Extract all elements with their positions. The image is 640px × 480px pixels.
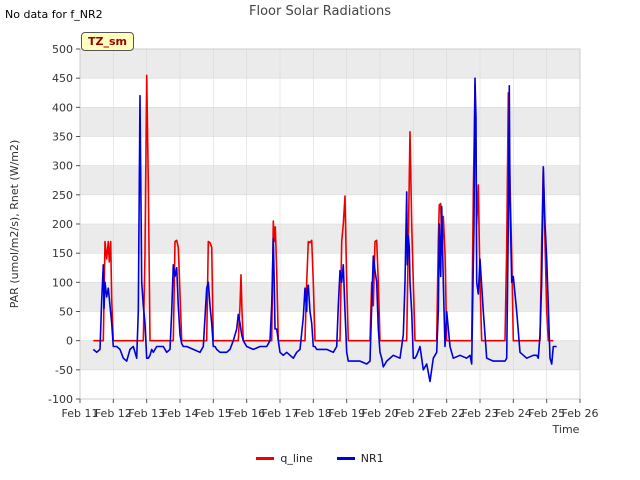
x-tick-label: Feb 12	[95, 407, 132, 420]
legend-label-nr1: NR1	[360, 452, 384, 465]
legend-label-q-line: q_line	[280, 452, 313, 465]
chart-title: Floor Solar Radiations	[249, 4, 391, 19]
x-tick-label: Feb 26	[562, 407, 599, 420]
y-tick-label: -100	[48, 393, 73, 406]
y-tick-label: 400	[52, 101, 73, 114]
plot-band	[80, 107, 580, 137]
timezone-badge: TZ_sm	[81, 32, 134, 51]
legend-item-nr1: NR1	[336, 452, 384, 465]
legend-swatch-q-line	[256, 457, 275, 460]
plot-band	[80, 49, 580, 79]
y-tick-label: 450	[52, 72, 73, 85]
series-layer	[92, 74, 557, 383]
legend-item-q-line: q_line	[256, 452, 313, 465]
y-tick-label: 0	[66, 335, 73, 348]
x-tick-label: Feb 11	[62, 407, 99, 420]
x-tick-label: Feb 23	[462, 407, 499, 420]
x-tick-label: Feb 16	[228, 407, 265, 420]
y-tick-label: 50	[59, 306, 73, 319]
x-tick-label: Feb 17	[262, 407, 299, 420]
plot-band	[80, 282, 580, 312]
series-line-nr1	[92, 77, 557, 383]
x-tick-label: Feb 25	[528, 407, 565, 420]
y-tick-label: -50	[55, 364, 73, 377]
x-tick-label: Feb 18	[295, 407, 332, 420]
y-axis-label: PAR (umol/m2/s), Rnet (W/m2)	[8, 140, 21, 309]
y-tick-label: 250	[52, 189, 73, 202]
x-tick-label: Feb 22	[428, 407, 465, 420]
y-tick-label: 200	[52, 218, 73, 231]
x-axis-label: Time	[552, 423, 580, 436]
y-axis: -100 -50 0 50 100 150 200 250 300 350 400 450 500	[48, 43, 80, 406]
y-tick-label: 500	[52, 43, 73, 56]
legend-swatch-nr1	[336, 457, 355, 460]
x-tick-label: Feb 15	[195, 407, 232, 420]
plot-band	[80, 340, 580, 370]
y-tick-label: 350	[52, 131, 73, 144]
plot-band	[80, 165, 580, 195]
y-tick-label: 100	[52, 276, 73, 289]
x-tick-label: Feb 21	[395, 407, 432, 420]
legend: q_line NR1	[0, 452, 640, 465]
x-tick-label: Feb 24	[495, 407, 532, 420]
x-tick-label: Feb 20	[362, 407, 399, 420]
x-tick-label: Feb 13	[128, 407, 165, 420]
x-tick-label: Feb 19	[328, 407, 365, 420]
y-tick-label: 150	[52, 247, 73, 260]
x-tick-label: Feb 14	[162, 407, 199, 420]
series-line-q-line	[93, 74, 554, 342]
plot-band	[80, 224, 580, 254]
no-data-note: No data for f_NR2	[5, 8, 103, 21]
y-tick-label: 300	[52, 160, 73, 173]
